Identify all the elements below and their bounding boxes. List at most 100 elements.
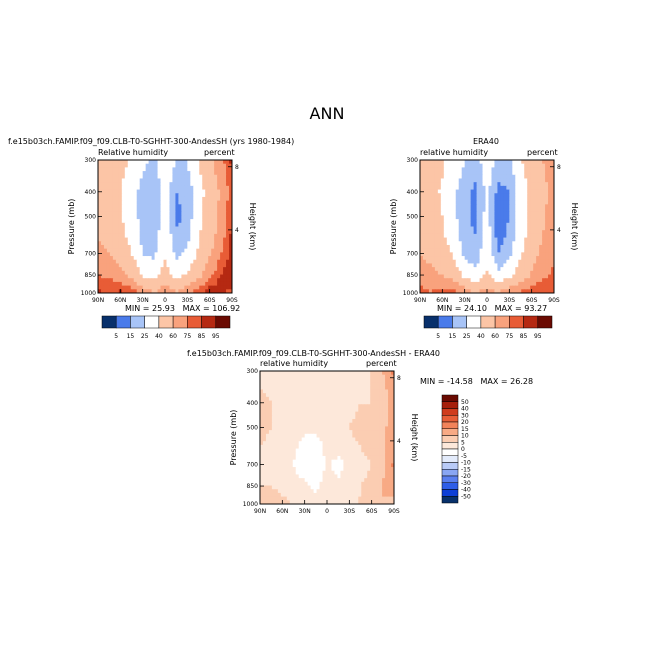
heatmap-cell bbox=[277, 448, 282, 453]
heatmap-cell bbox=[139, 241, 144, 246]
heatmap-cell bbox=[286, 500, 291, 505]
heatmap-cell bbox=[449, 204, 454, 209]
heatmap-cell bbox=[479, 256, 484, 261]
heatmap-cell bbox=[385, 378, 389, 383]
heatmap-cell bbox=[379, 419, 383, 424]
heatmap-cell bbox=[115, 289, 120, 294]
heatmap-cell bbox=[316, 489, 321, 494]
heatmap-cell bbox=[283, 496, 288, 501]
heatmap-cell bbox=[434, 285, 439, 290]
heatmap-cell bbox=[420, 256, 424, 261]
heatmap-cell bbox=[337, 444, 341, 450]
heatmap-cell bbox=[431, 270, 436, 276]
heatmap-cell bbox=[181, 244, 185, 250]
heatmap-cell bbox=[352, 481, 356, 487]
heatmap-cell bbox=[482, 281, 487, 287]
heatmap-cell bbox=[524, 259, 528, 264]
heatmap-cell bbox=[265, 396, 270, 402]
heatmap-cell bbox=[431, 182, 436, 187]
heatmap-cell bbox=[280, 485, 285, 490]
heatmap-cell bbox=[280, 400, 285, 405]
heatmap-cell bbox=[551, 160, 555, 165]
heatmap-cell bbox=[316, 448, 321, 453]
heatmap-cell bbox=[367, 430, 371, 435]
heatmap-cell bbox=[470, 163, 475, 168]
heatmap-cell bbox=[536, 193, 540, 198]
heatmap-cell bbox=[545, 208, 549, 213]
heatmap-cell bbox=[355, 478, 359, 483]
heatmap-cell bbox=[494, 233, 498, 239]
heatmap-cell bbox=[148, 281, 153, 287]
heatmap-cell bbox=[512, 270, 516, 276]
heatmap-cell bbox=[187, 167, 191, 172]
heatmap-cell bbox=[163, 237, 167, 242]
heatmap-cell bbox=[178, 185, 182, 191]
heatmap-cell bbox=[112, 289, 117, 294]
heatmap-cell bbox=[446, 193, 451, 198]
heatmap-cell bbox=[391, 389, 395, 394]
heatmap-cell bbox=[154, 278, 159, 283]
heatmap-cell bbox=[310, 400, 315, 405]
heatmap-cell bbox=[420, 178, 424, 183]
heatmap-cell bbox=[193, 193, 197, 198]
heatmap-cell bbox=[277, 452, 282, 457]
heatmap-cell bbox=[316, 396, 321, 402]
x-tick-label: 30N bbox=[137, 297, 149, 304]
heatmap-cell bbox=[154, 171, 159, 176]
heatmap-cell bbox=[127, 281, 132, 287]
heatmap-cell bbox=[437, 208, 442, 213]
heatmap-cell bbox=[500, 171, 504, 176]
heatmap-cell bbox=[440, 222, 445, 227]
heatmap-cell bbox=[452, 189, 457, 194]
heatmap-cell bbox=[420, 215, 424, 220]
heatmap-cell bbox=[313, 470, 318, 475]
heatmap-cell bbox=[488, 185, 492, 191]
heatmap-cell bbox=[220, 208, 224, 213]
heatmap-cell bbox=[112, 256, 117, 261]
x-tick-label: 90S bbox=[226, 297, 238, 304]
heatmap-cell bbox=[139, 160, 144, 165]
heatmap-cell bbox=[136, 182, 141, 187]
heatmap-cell bbox=[193, 200, 197, 205]
heatmap-cell bbox=[530, 160, 534, 165]
heatmap-cell bbox=[208, 219, 212, 224]
heatmap-cell bbox=[440, 233, 445, 239]
heatmap-cell bbox=[289, 448, 294, 453]
heatmap-cell bbox=[373, 448, 377, 453]
heatmap-cell bbox=[539, 259, 543, 264]
heatmap-cell bbox=[443, 174, 448, 179]
heatmap-cell bbox=[452, 208, 457, 213]
heatmap-cell bbox=[100, 237, 105, 242]
heatmap-cell bbox=[443, 204, 448, 209]
heatmap-cell bbox=[491, 244, 495, 250]
heatmap-cell bbox=[473, 274, 478, 279]
heatmap-cell bbox=[274, 459, 279, 464]
heatmap-cell bbox=[509, 252, 513, 257]
heatmap-cell bbox=[301, 389, 306, 394]
heatmap-cell bbox=[139, 163, 144, 168]
heatmap-cell bbox=[190, 252, 194, 257]
heatmap-cell bbox=[527, 267, 531, 272]
heatmap-cell bbox=[160, 160, 165, 165]
heatmap-cell bbox=[455, 204, 460, 209]
heatmap-cell bbox=[178, 204, 182, 209]
heatmap-cell bbox=[467, 281, 472, 287]
heatmap-cell bbox=[494, 200, 498, 205]
heatmap-cell bbox=[319, 415, 324, 420]
heatmap-cell bbox=[142, 200, 147, 205]
heatmap-cell bbox=[530, 248, 534, 253]
heatmap-cell bbox=[313, 419, 318, 424]
heatmap-cell bbox=[434, 160, 439, 165]
heatmap-cell bbox=[166, 241, 170, 246]
heatmap-cell bbox=[289, 407, 294, 413]
heatmap-cell bbox=[434, 163, 439, 168]
heatmap-cell bbox=[422, 163, 427, 168]
heatmap-cell bbox=[260, 474, 264, 479]
heatmap-cell bbox=[539, 182, 543, 187]
heatmap-cell bbox=[307, 463, 312, 468]
heatmap-cell bbox=[367, 396, 371, 402]
heatmap-cell bbox=[178, 267, 182, 272]
heatmap-cell bbox=[193, 233, 197, 239]
heatmap-cell bbox=[262, 430, 267, 435]
heatmap-cell bbox=[184, 289, 188, 294]
